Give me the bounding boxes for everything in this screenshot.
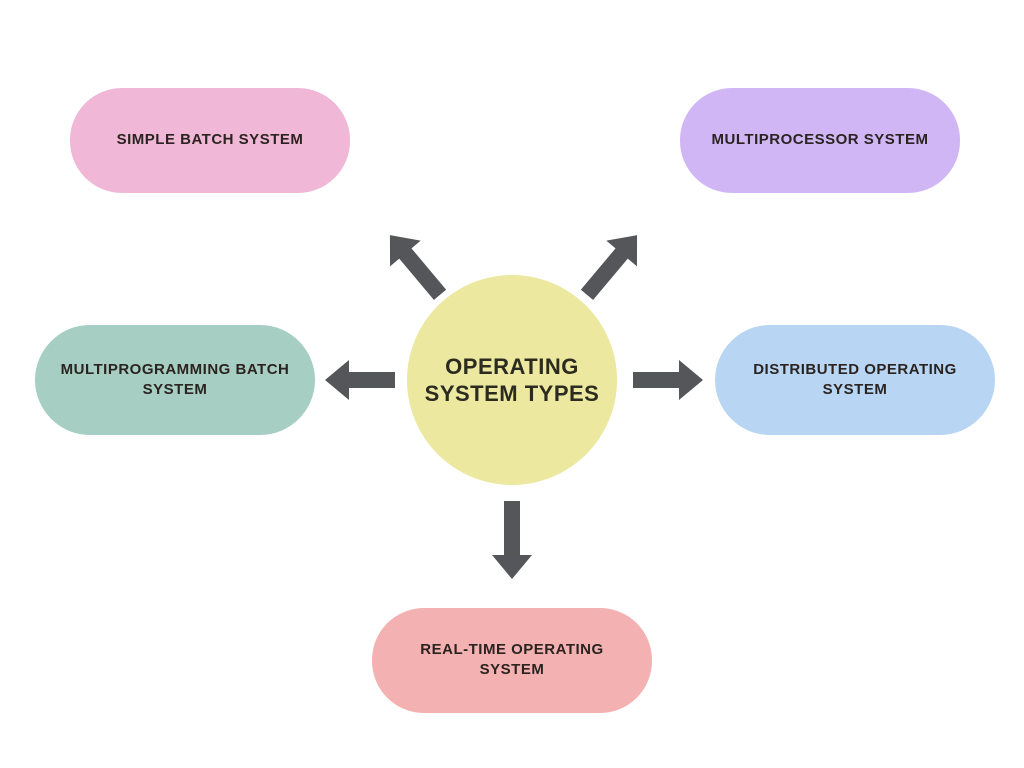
node-label: SIMPLE BATCH SYSTEM [117, 130, 304, 150]
node-label: REAL-TIME OPERATING SYSTEM [390, 640, 634, 681]
arrow-to-distributed [633, 360, 703, 400]
node-distributed: DISTRIBUTED OPERATING SYSTEM [715, 325, 995, 435]
node-multiprogramming: MULTIPROGRAMMING BATCH SYSTEM [35, 325, 315, 435]
center-node: OPERATING SYSTEM TYPES [407, 275, 617, 485]
node-simple-batch: SIMPLE BATCH SYSTEM [70, 88, 350, 193]
arrow-to-simple-batch [375, 222, 456, 307]
arrow-to-multiprocessor [572, 222, 653, 307]
node-label: MULTIPROGRAMMING BATCH SYSTEM [53, 360, 297, 401]
arrow-to-multiprogramming [325, 360, 395, 400]
node-realtime: REAL-TIME OPERATING SYSTEM [372, 608, 652, 713]
node-label: MULTIPROCESSOR SYSTEM [712, 130, 929, 150]
arrow-to-realtime [492, 501, 532, 579]
center-node-label: OPERATING SYSTEM TYPES [407, 353, 617, 408]
node-label: DISTRIBUTED OPERATING SYSTEM [733, 360, 977, 401]
node-multiprocessor: MULTIPROCESSOR SYSTEM [680, 88, 960, 193]
